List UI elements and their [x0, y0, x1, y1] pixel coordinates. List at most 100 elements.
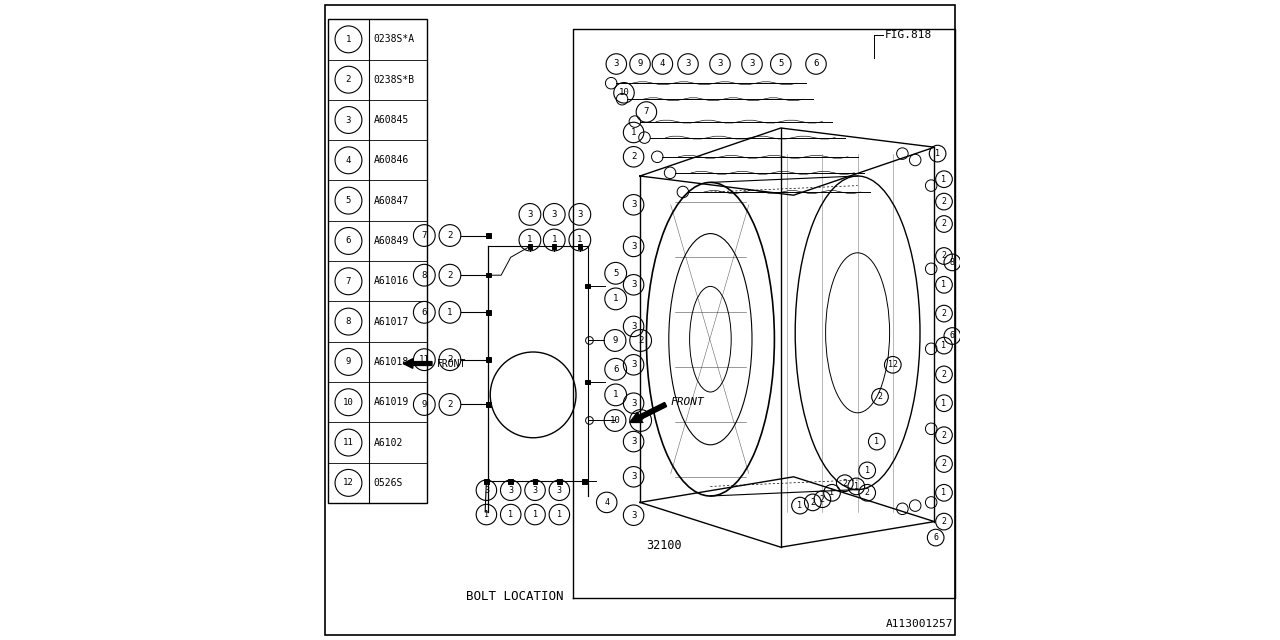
- Text: 1: 1: [557, 510, 562, 519]
- Text: 12: 12: [888, 360, 897, 369]
- Text: FRONT: FRONT: [671, 397, 704, 407]
- Text: 11: 11: [343, 438, 353, 447]
- Text: 2: 2: [810, 498, 815, 507]
- Text: 0526S: 0526S: [374, 478, 403, 488]
- Bar: [328, 19, 428, 503]
- Text: 1: 1: [527, 236, 532, 244]
- Text: 2: 2: [942, 252, 946, 260]
- Bar: [585, 380, 590, 384]
- Text: 3: 3: [577, 210, 582, 219]
- Text: 3: 3: [631, 399, 636, 408]
- Text: 1: 1: [577, 236, 582, 244]
- Text: 1: 1: [942, 341, 946, 350]
- Bar: [527, 244, 532, 248]
- Text: 9: 9: [346, 357, 351, 367]
- Text: 6: 6: [950, 332, 955, 340]
- Text: 1: 1: [532, 510, 538, 519]
- Text: A60846: A60846: [374, 156, 410, 165]
- Text: 3: 3: [631, 280, 636, 289]
- FancyArrow shape: [630, 403, 667, 422]
- Text: 10: 10: [343, 397, 353, 407]
- Text: 1: 1: [484, 510, 489, 519]
- Text: 1: 1: [865, 466, 869, 475]
- Text: 2: 2: [346, 75, 351, 84]
- Text: 8: 8: [346, 317, 351, 326]
- Text: 4: 4: [659, 60, 666, 68]
- Text: FIG.818: FIG.818: [886, 30, 932, 40]
- Text: 3: 3: [613, 60, 620, 68]
- Text: 2: 2: [878, 392, 882, 401]
- Bar: [532, 479, 538, 484]
- Bar: [557, 479, 562, 484]
- Bar: [486, 403, 490, 407]
- Text: A6102: A6102: [374, 438, 403, 447]
- Text: 6: 6: [813, 60, 819, 68]
- Text: 3: 3: [631, 200, 636, 209]
- Text: 3: 3: [717, 60, 723, 68]
- Text: 11: 11: [419, 355, 430, 364]
- Text: 2: 2: [942, 197, 946, 206]
- Text: 1: 1: [346, 35, 351, 44]
- Bar: [577, 244, 582, 248]
- Text: 8: 8: [421, 271, 428, 280]
- Text: 7: 7: [346, 276, 351, 286]
- Text: 1: 1: [829, 488, 835, 497]
- Text: A113001257: A113001257: [886, 619, 954, 629]
- Text: 10: 10: [618, 88, 630, 97]
- Text: 1: 1: [508, 510, 513, 519]
- Text: 8: 8: [950, 258, 955, 267]
- Text: 2: 2: [447, 271, 453, 280]
- Text: 6: 6: [933, 533, 938, 542]
- Text: 32100: 32100: [646, 539, 682, 552]
- Text: 1: 1: [854, 482, 859, 491]
- Text: 1: 1: [874, 437, 879, 446]
- Text: 2: 2: [631, 152, 636, 161]
- Text: 12: 12: [343, 478, 353, 488]
- Bar: [508, 479, 513, 484]
- Text: 2: 2: [820, 495, 824, 504]
- FancyArrow shape: [403, 358, 433, 368]
- Text: 3: 3: [631, 437, 636, 446]
- Text: A61019: A61019: [374, 397, 410, 407]
- Text: 2: 2: [942, 517, 946, 526]
- Text: 2: 2: [942, 370, 946, 379]
- Text: 6: 6: [346, 236, 351, 246]
- Text: 6: 6: [421, 308, 428, 317]
- Text: 2: 2: [942, 431, 946, 440]
- Text: 3: 3: [532, 486, 538, 495]
- Text: 1: 1: [936, 149, 940, 158]
- Bar: [484, 479, 489, 484]
- Text: 9: 9: [612, 336, 618, 345]
- Text: A61017: A61017: [374, 317, 410, 326]
- Text: 7: 7: [644, 108, 649, 116]
- Text: 3: 3: [685, 60, 691, 68]
- Text: 1: 1: [447, 308, 453, 317]
- Text: FRONT: FRONT: [436, 358, 466, 369]
- Text: 3: 3: [527, 210, 532, 219]
- Text: 3: 3: [557, 486, 562, 495]
- Text: 3: 3: [631, 511, 636, 520]
- Text: 1: 1: [613, 294, 618, 303]
- Text: 3: 3: [631, 322, 636, 331]
- Text: BOLT LOCATION: BOLT LOCATION: [466, 590, 564, 603]
- Text: 1: 1: [942, 175, 946, 184]
- Text: 2: 2: [842, 479, 847, 488]
- Text: 5: 5: [613, 269, 618, 278]
- Text: 2: 2: [942, 220, 946, 228]
- Bar: [486, 310, 490, 314]
- Text: 2: 2: [942, 460, 946, 468]
- Text: 3: 3: [631, 360, 636, 369]
- Text: A60845: A60845: [374, 115, 410, 125]
- Text: 1: 1: [613, 390, 618, 399]
- Bar: [582, 479, 586, 484]
- Text: 5: 5: [778, 60, 783, 68]
- Text: 10: 10: [609, 416, 621, 425]
- Text: 7: 7: [421, 231, 428, 240]
- Text: A60847: A60847: [374, 196, 410, 205]
- Text: A61018: A61018: [374, 357, 410, 367]
- Text: 3: 3: [552, 210, 557, 219]
- Text: 1: 1: [552, 236, 557, 244]
- Text: 3: 3: [508, 486, 513, 495]
- Text: 1: 1: [631, 128, 636, 137]
- Bar: [552, 244, 557, 248]
